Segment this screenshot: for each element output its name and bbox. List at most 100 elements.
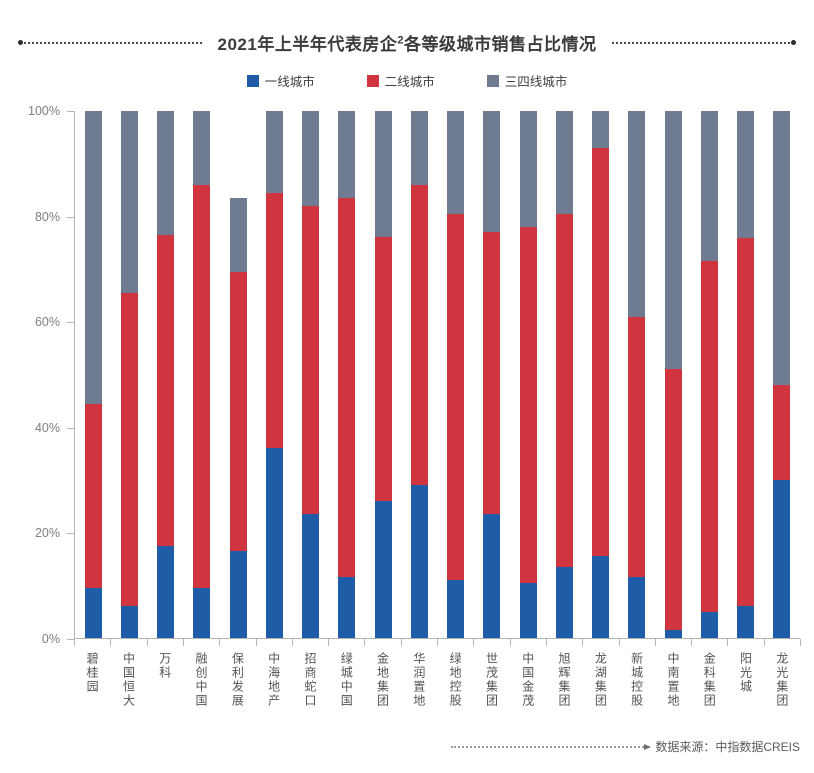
bar-segment [229,271,247,552]
stacked-bar [374,111,392,638]
stacked-bar [519,111,537,638]
bar-segment [628,316,646,578]
y-axis-tick-label: 60% [34,315,60,330]
title-dotted-rule-right [612,39,797,45]
x-axis-tick [691,639,693,646]
x-axis-tick [618,639,620,646]
bar-segment [483,111,501,233]
x-axis-tick [437,639,438,646]
x-axis-label: 融创中国 [194,652,209,708]
x-axis-label: 绿地控股 [448,652,463,708]
stacked-bar [700,111,718,638]
x-axis-label: 龙湖集团 [593,652,608,708]
bar-column [764,111,800,638]
title-row: 2021年上半年代表房企2各等级城市销售占比情况 [0,30,814,55]
x-axis-tick [400,639,402,646]
bar-column [691,111,727,638]
x-axis-tick [654,639,656,646]
bar-segment [338,577,356,638]
legend-swatch-icon [486,74,499,87]
legend-label: 三四线城市 [504,75,568,89]
stacked-bar [265,111,283,638]
x-axis-label: 中国恒大 [121,652,136,708]
stacked-bar [229,111,247,638]
legend-item: 一线城市 [246,71,315,90]
bar-segment [592,111,610,148]
bar-column [220,111,256,638]
bar-segment [447,580,465,638]
bar-segment [555,213,573,567]
bar-segment [737,237,755,607]
bar-column [438,111,474,638]
x-axis-tick [364,639,366,646]
x-axis-tick [182,639,184,646]
bar-segment [483,232,501,515]
x-axis-tick [763,639,765,646]
legend-item: 二线城市 [366,71,435,90]
bar-segment [338,111,356,198]
bar-segment [410,485,428,638]
bar-segment [120,111,138,293]
stacked-bar [664,111,682,638]
stacked-bar [773,111,791,638]
stacked-bar [555,111,573,638]
bar-column [293,111,329,638]
bar-column [655,111,691,638]
bar-segment [302,205,320,515]
bar-segment [374,500,392,638]
stacked-bar [737,111,755,638]
bar-segment [519,111,537,227]
arrow-right-icon [644,743,652,750]
bar-segment [773,385,791,480]
x-axis-tick [146,639,148,646]
bar-segment [120,292,138,607]
y-axis-tick [67,427,74,429]
bar-column [619,111,655,638]
bar-segment [555,566,573,638]
x-axis-label: 龙光集团 [774,652,789,708]
bar-segment [447,213,465,581]
page-title: 2021年上半年代表房企2各等级城市销售占比情况 [218,30,597,55]
bar-segment [592,556,610,638]
bar-segment [193,111,211,185]
bar-segment [410,111,428,185]
y-axis-tick [67,533,74,535]
plot-area [74,111,800,639]
page-title-superscript: 2 [397,34,404,47]
bar-column [728,111,764,638]
x-axis-label: 金地集团 [375,652,390,708]
y-axis-tick-label: 0% [41,632,60,646]
y-axis-tick-label: 80% [34,209,60,224]
x-axis-tick [328,639,330,646]
bar-segment [265,192,283,449]
x-axis-label: 碧桂园 [85,652,100,694]
bar-segment [229,197,247,272]
x-axis-tick [291,639,293,646]
dotted-leader-line [451,743,652,750]
bar-column [365,111,401,638]
x-axis-tick [582,639,584,646]
x-axis-label: 华润置地 [411,652,426,708]
x-axis-label: 新城控股 [629,652,644,708]
bar-segment [519,226,537,583]
x-axis-label: 绿城中国 [339,652,354,708]
bar-segment [265,448,283,638]
x-axis-label: 中海地产 [266,652,281,708]
bar-segment [374,237,392,501]
x-axis-label: 万科 [157,652,172,680]
bar-segment [447,111,465,214]
bar-segment [193,587,211,638]
bar-column [148,111,184,638]
data-source-note: 数据来源：中指数据CREIS [655,740,800,754]
bar-column [184,111,220,638]
bar-segment [302,111,320,206]
x-axis-tick [509,639,511,646]
chart-legend: 一线城市 二线城市 三四线城市 [0,71,814,90]
bar-segment [84,111,102,404]
bar-segment [737,111,755,238]
x-axis-tick [545,639,547,646]
stacked-bar [628,111,646,638]
bar-segment [628,111,646,317]
bar-column [510,111,546,638]
dot-icon [17,39,23,45]
